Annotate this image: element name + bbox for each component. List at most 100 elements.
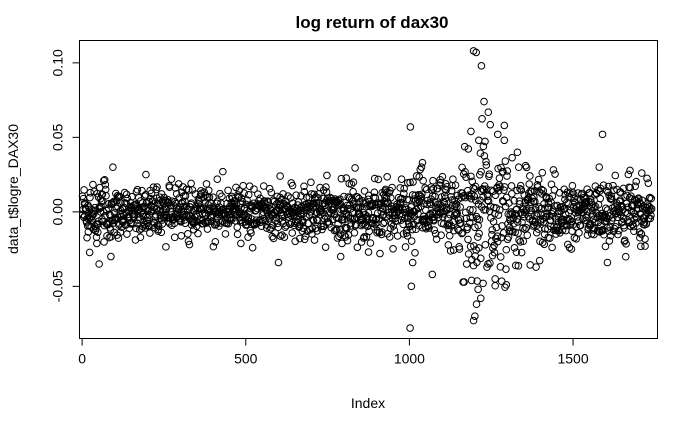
data-point bbox=[279, 190, 287, 198]
data-point bbox=[401, 243, 410, 251]
data-point bbox=[598, 130, 607, 139]
data-point bbox=[389, 222, 398, 230]
data-point bbox=[430, 226, 439, 234]
data-point bbox=[472, 246, 480, 254]
data-point bbox=[514, 262, 523, 270]
data-point bbox=[549, 206, 557, 214]
data-point bbox=[106, 211, 115, 220]
data-point bbox=[112, 204, 121, 213]
data-point bbox=[516, 185, 524, 193]
data-point bbox=[418, 190, 426, 199]
data-point bbox=[502, 281, 511, 289]
data-point bbox=[464, 235, 472, 244]
data-point bbox=[206, 212, 215, 221]
data-point bbox=[455, 245, 464, 253]
data-point bbox=[372, 215, 381, 223]
data-point bbox=[104, 218, 113, 227]
data-point bbox=[635, 228, 644, 236]
data-point bbox=[479, 142, 488, 151]
data-point bbox=[574, 189, 582, 197]
data-point bbox=[177, 231, 186, 240]
data-point bbox=[265, 201, 273, 210]
data-point bbox=[632, 177, 641, 186]
data-point bbox=[200, 193, 208, 202]
data-point bbox=[407, 237, 416, 245]
data-point bbox=[309, 215, 317, 224]
data-point bbox=[185, 240, 194, 249]
data-point bbox=[558, 203, 567, 211]
data-point bbox=[397, 198, 405, 207]
data-point bbox=[364, 248, 373, 256]
data-point bbox=[407, 282, 416, 291]
data-point bbox=[528, 187, 536, 196]
data-point bbox=[524, 194, 533, 202]
data-point bbox=[359, 208, 368, 217]
data-point bbox=[264, 198, 273, 207]
data-point bbox=[321, 243, 330, 251]
data-point bbox=[202, 180, 211, 188]
data-point bbox=[483, 196, 492, 205]
data-point bbox=[475, 229, 483, 238]
data-point bbox=[99, 207, 108, 216]
data-point bbox=[184, 230, 192, 238]
data-point bbox=[419, 176, 427, 185]
data-point bbox=[488, 226, 497, 234]
data-point bbox=[154, 222, 163, 230]
data-point bbox=[532, 211, 541, 219]
data-point bbox=[522, 206, 530, 214]
data-point bbox=[461, 208, 470, 217]
data-point bbox=[418, 158, 427, 167]
data-point bbox=[403, 231, 412, 240]
data-point bbox=[475, 136, 483, 145]
data-point bbox=[371, 193, 380, 202]
data-point bbox=[378, 228, 386, 236]
data-point bbox=[561, 190, 570, 199]
data-point bbox=[641, 235, 649, 243]
data-point bbox=[515, 236, 523, 244]
data-point bbox=[470, 242, 478, 250]
data-point bbox=[516, 181, 525, 190]
data-point bbox=[614, 230, 622, 239]
data-point bbox=[269, 221, 277, 230]
data-point bbox=[462, 173, 470, 181]
data-point bbox=[457, 219, 465, 227]
data-point bbox=[580, 193, 588, 202]
data-point bbox=[514, 163, 523, 172]
data-point bbox=[609, 181, 617, 190]
data-point bbox=[250, 185, 258, 193]
data-point bbox=[471, 182, 480, 191]
y-axis: -0.05 0.00 0.05 0.10 bbox=[50, 49, 80, 302]
data-point bbox=[211, 237, 220, 246]
data-point bbox=[349, 178, 358, 187]
data-point bbox=[492, 204, 500, 212]
data-point bbox=[601, 204, 610, 213]
data-point bbox=[476, 254, 485, 263]
data-point bbox=[440, 198, 449, 207]
data-point bbox=[408, 191, 417, 199]
data-point bbox=[462, 260, 471, 268]
data-point bbox=[239, 181, 247, 190]
data-point bbox=[630, 227, 638, 236]
data-point bbox=[360, 233, 369, 241]
data-point bbox=[620, 236, 629, 245]
data-point bbox=[83, 233, 91, 242]
data-point bbox=[377, 230, 386, 239]
data-point bbox=[276, 232, 285, 240]
data-point bbox=[603, 258, 612, 267]
data-point bbox=[470, 192, 479, 201]
x-tick-label: 0 bbox=[78, 351, 86, 367]
data-point bbox=[599, 181, 608, 190]
data-point bbox=[309, 216, 318, 225]
data-point bbox=[379, 219, 388, 228]
data-point bbox=[226, 216, 235, 225]
data-point bbox=[467, 276, 476, 285]
data-point bbox=[94, 228, 102, 236]
data-point bbox=[438, 172, 447, 181]
data-point bbox=[347, 180, 356, 188]
data-point bbox=[522, 224, 531, 232]
data-point bbox=[511, 261, 520, 270]
x-tick-label: 1500 bbox=[557, 351, 588, 367]
data-point bbox=[635, 195, 643, 203]
data-point bbox=[513, 148, 522, 157]
data-point bbox=[231, 207, 239, 216]
